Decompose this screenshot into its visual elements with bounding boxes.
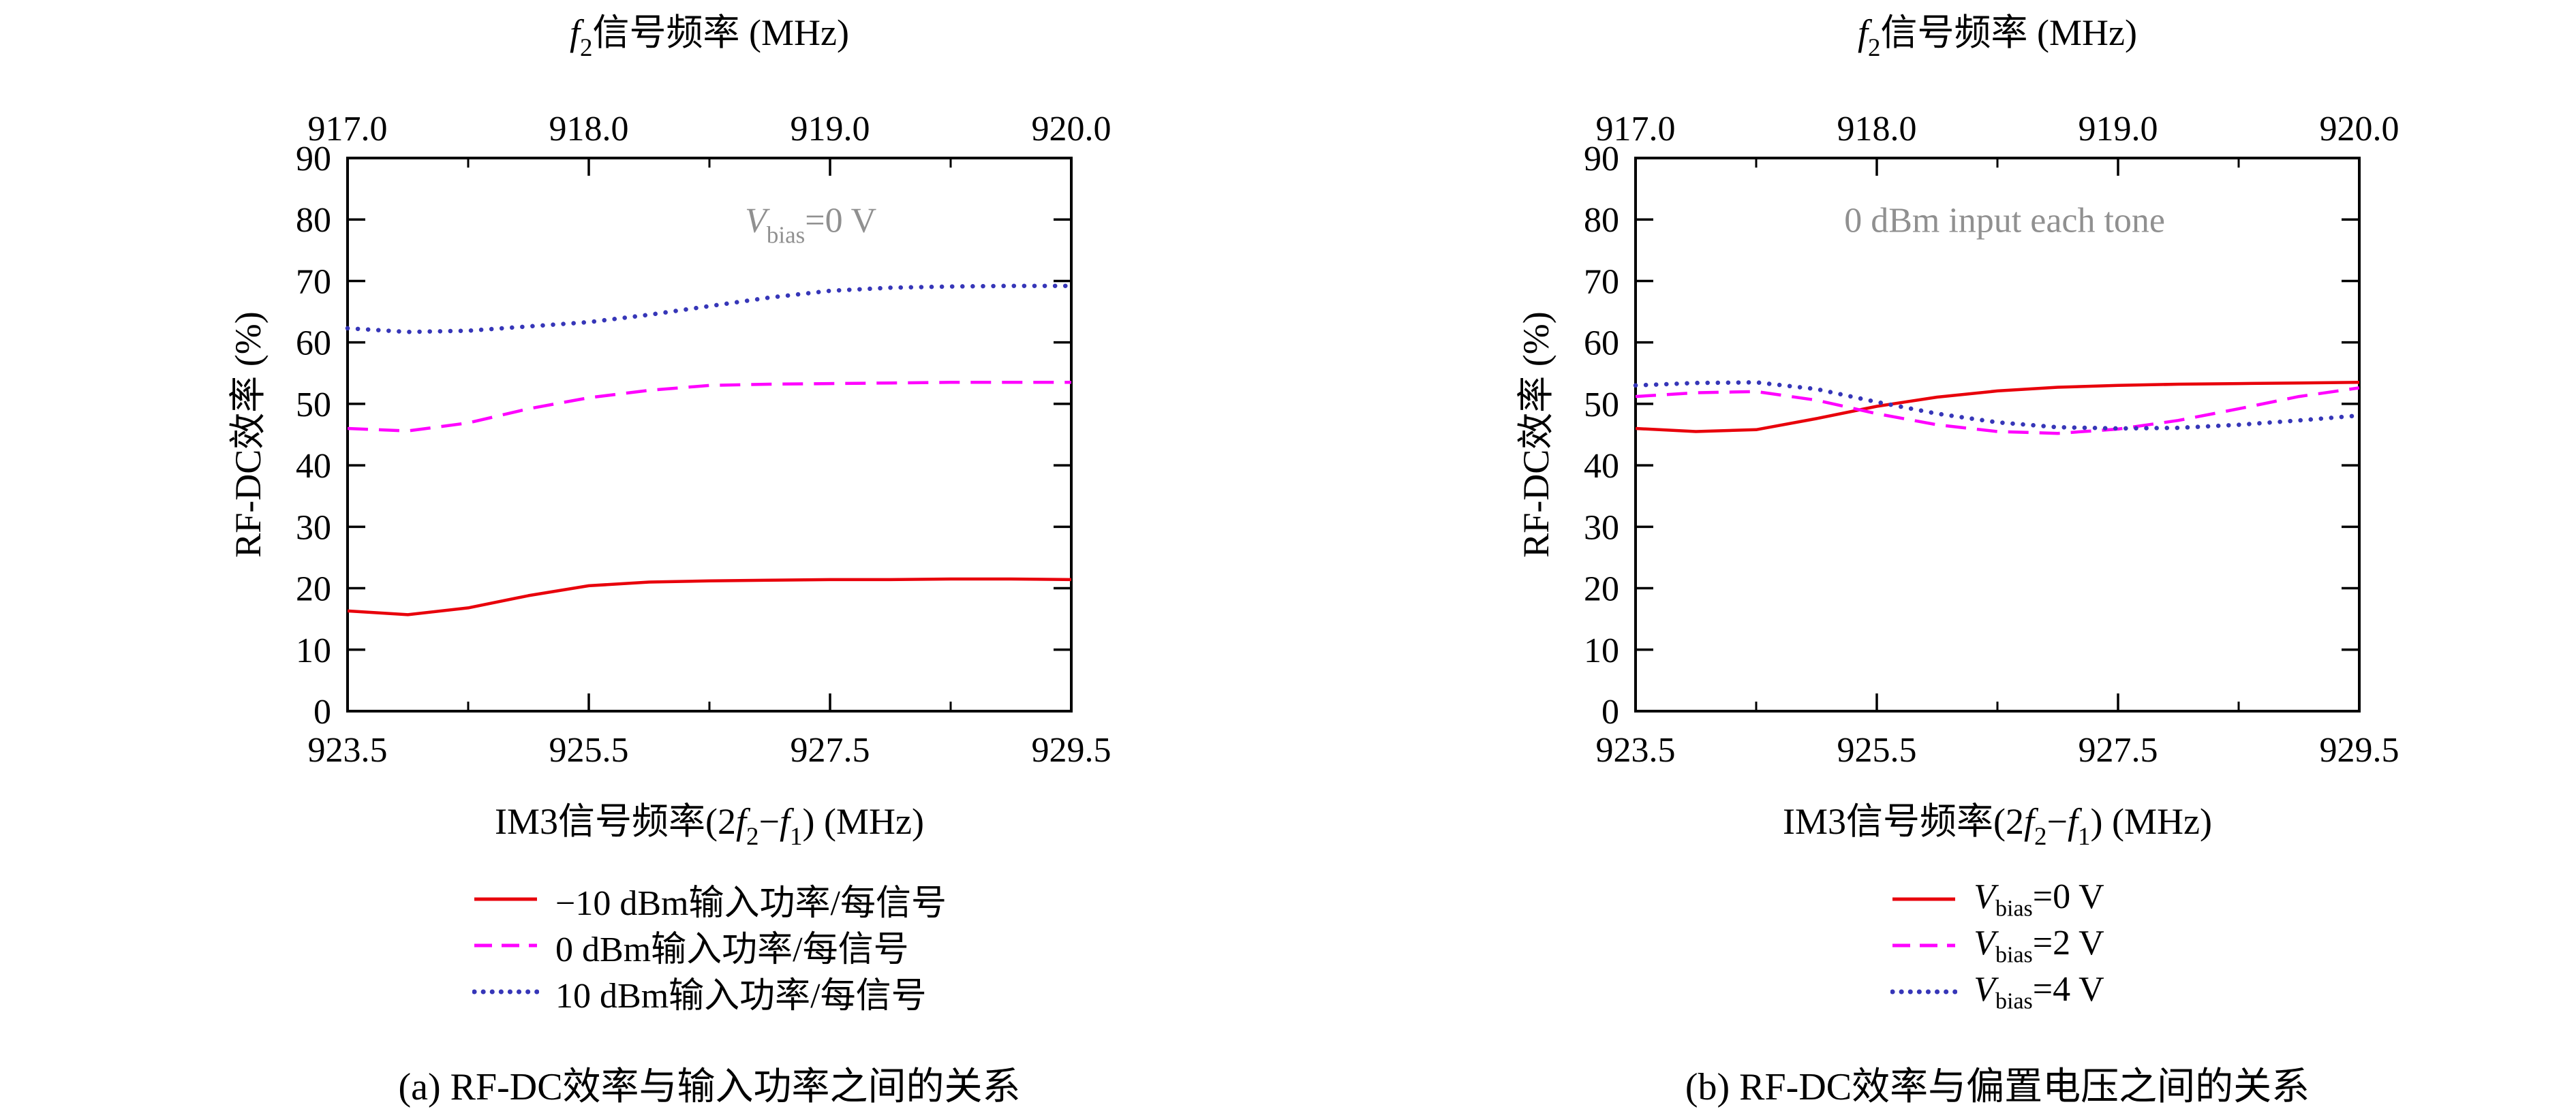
legend-sample-line	[472, 989, 540, 995]
series-line-dashed	[347, 381, 1071, 433]
legend-item: Vbias=2 V	[1890, 923, 2104, 968]
legend-label: 0 dBm输入功率/每信号	[555, 930, 909, 969]
plot-b: 923.5 925.5 927.5 929.5 917.0 918.0 919.0 920.0…	[1516, 12, 2399, 851]
legend-a: −10 dBm输入功率/每信号 0 dBm输入功率/每信号 10 dBm输入功率/每…	[348, 880, 1071, 1016]
legend-item: −10 dBm输入功率/每信号	[472, 880, 947, 923]
plot-annotation: Vbias=0 V	[745, 201, 876, 248]
y-tick-label: 40	[1584, 447, 1619, 486]
legend-item: 0 dBm输入功率/每信号	[472, 926, 947, 969]
legend-sample-line	[474, 897, 538, 901]
y-tick-label: 60	[296, 324, 331, 363]
legend-items-a: −10 dBm输入功率/每信号 0 dBm输入功率/每信号 10 dBm输入功率/每…	[472, 880, 947, 1016]
x-tick-label: 927.5	[2079, 731, 2158, 770]
legend-b: Vbias=0 V Vbias=2 V Vbias=4 V	[1636, 877, 2359, 1014]
legend-item: Vbias=4 V	[1890, 970, 2104, 1014]
legend-sample-line	[1892, 943, 1956, 948]
y-tick-label: 70	[296, 262, 331, 301]
y-tick-label: 90	[296, 140, 331, 178]
y-tick-label: 50	[296, 386, 331, 424]
y-tick-label: 10	[296, 631, 331, 670]
y-tick-label: 70	[1584, 262, 1619, 301]
x-tick-label: 925.5	[549, 731, 629, 770]
x-tick-label: 929.5	[1032, 731, 1111, 770]
series-line-solid	[347, 577, 1072, 616]
y-tick-label: 30	[296, 508, 331, 547]
top-tick-label: 920.0	[1032, 110, 1111, 148]
plot-border	[346, 157, 1073, 713]
y-tick-label: 30	[1584, 508, 1619, 547]
x-tick-label: 925.5	[1837, 731, 1917, 770]
y-tick-label: 0	[313, 693, 331, 732]
x-tick-label: 929.5	[2320, 731, 2399, 770]
caption-a: (a) RF-DC效率与输入功率之间的关系	[398, 1066, 1021, 1108]
plot-annotation: 0 dBm input each tone	[1844, 201, 2165, 240]
y-tick-label: 20	[1584, 570, 1619, 609]
top-tick-label: 918.0	[549, 110, 629, 148]
y-tick-label: 50	[1584, 386, 1619, 424]
top-axis-title: f2信号频率 (MHz)	[570, 12, 849, 62]
top-tick-label: 919.0	[791, 110, 870, 148]
panel-b: 923.5 925.5 927.5 929.5 917.0 918.0 919.0 920.0…	[1288, 0, 2576, 1110]
legend-label: −10 dBm输入功率/每信号	[555, 883, 947, 923]
series-line-dotted	[345, 283, 1074, 334]
y-tick-label: 90	[1584, 140, 1619, 178]
legend-sample-line	[1892, 897, 1956, 901]
top-tick-label: 917.0	[308, 110, 388, 148]
legend-item: Vbias=0 V	[1890, 877, 2104, 921]
y-axis-label: RF-DC效率 (%)	[228, 311, 269, 558]
series-line-solid	[1635, 381, 2360, 433]
legend-label: Vbias=4 V	[1974, 969, 2104, 1014]
panel-a: 923.5 925.5 927.5 929.5 917.0 918.0 919.0 920.0…	[0, 0, 1288, 1110]
y-tick-label: 80	[296, 201, 331, 240]
x-tick-label: 927.5	[791, 731, 870, 770]
legend-sample-line	[1890, 989, 1958, 995]
y-tick-label: 40	[296, 447, 331, 486]
legend-sample-line	[474, 943, 538, 948]
x-axis-label: IM3信号频率(2f2−f1) (MHz)	[495, 801, 924, 851]
top-axis-title: f2信号频率 (MHz)	[1858, 12, 2137, 62]
legend-items-b: Vbias=0 V Vbias=2 V Vbias=4 V	[1890, 877, 2104, 1014]
top-tick-label: 918.0	[1837, 110, 1917, 148]
x-tick-label: 923.5	[1596, 731, 1676, 770]
plot-border	[1634, 157, 2361, 713]
y-tick-label: 20	[296, 570, 331, 609]
plot-a: 923.5 925.5 927.5 929.5 917.0 918.0 919.0 920.0…	[228, 12, 1111, 851]
legend-label: 10 dBm输入功率/每信号	[555, 976, 927, 1016]
series-line-dotted	[1633, 380, 2362, 431]
y-axis-label: RF-DC效率 (%)	[1516, 311, 1557, 558]
x-tick-label: 923.5	[308, 731, 388, 770]
legend-label: Vbias=2 V	[1974, 923, 2104, 968]
legend-item: 10 dBm输入功率/每信号	[472, 973, 947, 1016]
y-tick-label: 10	[1584, 631, 1619, 670]
top-tick-label: 919.0	[2079, 110, 2158, 148]
y-tick-label: 0	[1601, 693, 1619, 732]
x-axis-label: IM3信号频率(2f2−f1) (MHz)	[1783, 801, 2212, 851]
legend-label: Vbias=0 V	[1974, 877, 2104, 922]
y-tick-label: 60	[1584, 324, 1619, 363]
series-line-dashed	[1635, 386, 2360, 435]
y-tick-label: 80	[1584, 201, 1619, 240]
top-tick-label: 920.0	[2320, 110, 2399, 148]
caption-b: (b) RF-DC效率与偏置电压之间的关系	[1685, 1066, 2310, 1108]
top-tick-label: 917.0	[1596, 110, 1676, 148]
